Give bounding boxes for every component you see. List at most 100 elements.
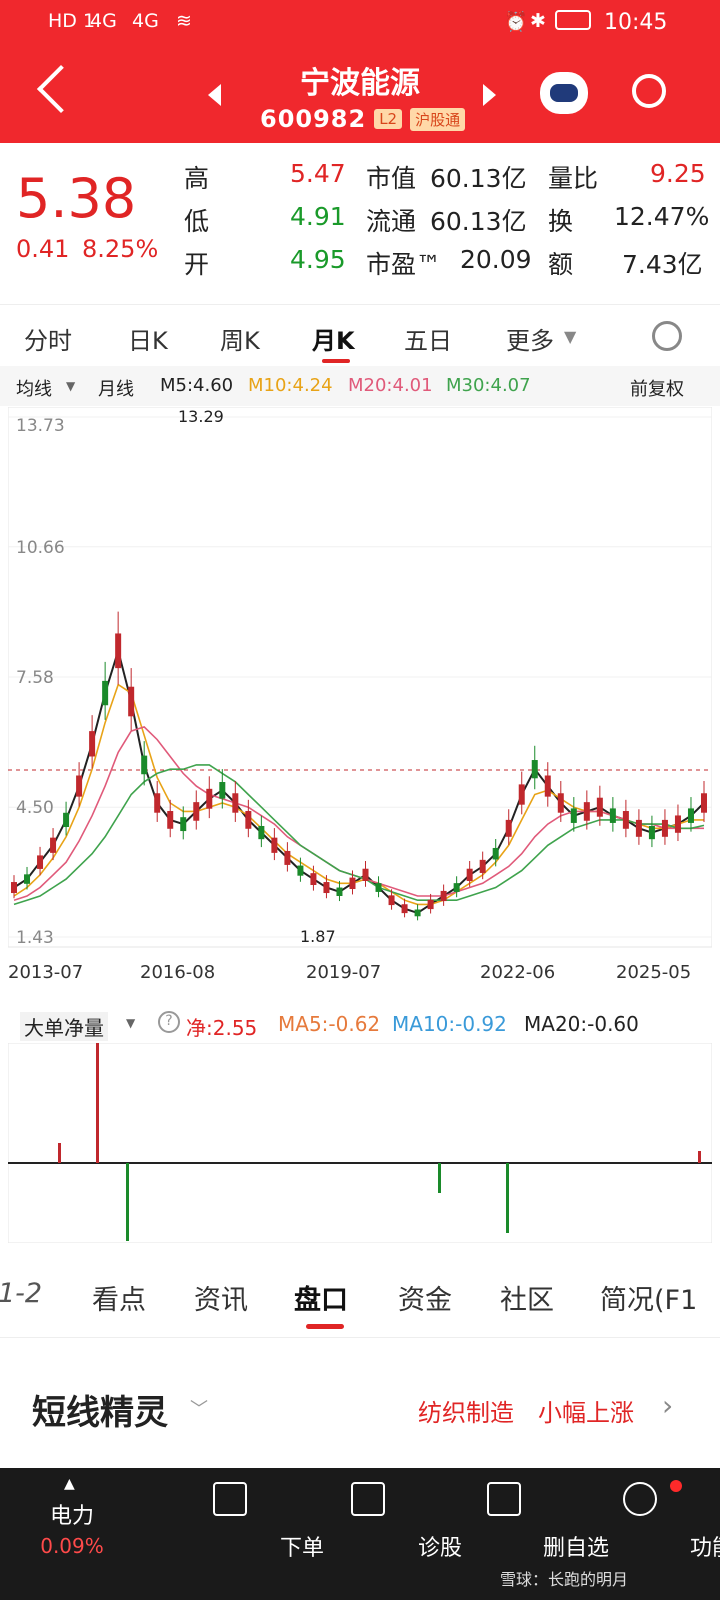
- tab-daily[interactable]: 日K: [128, 327, 168, 355]
- hd1-indicator: HD 1: [48, 10, 96, 32]
- candle: [401, 904, 408, 914]
- price-change-pct: 8.25%: [82, 235, 159, 263]
- net-flow-chart[interactable]: [8, 1043, 712, 1243]
- tab-weekly[interactable]: 周K: [220, 327, 260, 355]
- candle: [167, 811, 174, 829]
- functions-button[interactable]: 功能: [568, 1468, 720, 1600]
- flow-ma10: MA10:-0.92: [392, 1012, 507, 1036]
- settings-icon[interactable]: [652, 321, 682, 351]
- network-2: 4G: [132, 10, 159, 32]
- candle: [492, 847, 499, 860]
- flow-bar: [126, 1163, 129, 1241]
- tab-five-day[interactable]: 五日: [404, 327, 452, 355]
- candle: [258, 825, 265, 840]
- next-stock-icon[interactable]: [483, 84, 496, 106]
- bluetooth-icon: ✱: [530, 10, 546, 32]
- float-label: 流通: [366, 207, 417, 236]
- flow-bar: [438, 1163, 441, 1193]
- candle: [609, 808, 616, 823]
- candle: [232, 793, 239, 813]
- robot-assistant-icon[interactable]: [540, 72, 588, 114]
- period-tabs: 分时 日K 周K 月K 五日 更多 ▼: [0, 304, 720, 366]
- y-tick-label: 1.43: [16, 928, 54, 948]
- tab-monthly[interactable]: 月K: [312, 327, 355, 355]
- order-button[interactable]: 下单: [158, 1468, 324, 1600]
- ma20-legend: M20:4.01: [348, 375, 433, 396]
- amount-value: 7.43亿: [622, 250, 703, 279]
- tab-news[interactable]: 资讯: [194, 1285, 248, 1316]
- ma-line-m30: [13, 764, 705, 906]
- max-annotation: 13.29: [178, 407, 224, 426]
- prev-stock-icon[interactable]: [208, 84, 221, 106]
- candle: [323, 882, 330, 894]
- tab-funds[interactable]: 资金: [398, 1285, 452, 1316]
- candle: [388, 895, 395, 906]
- tab-order-book[interactable]: 盘口: [294, 1285, 348, 1316]
- y-tick-label: 13.73: [16, 416, 65, 436]
- notification-dot: [670, 1480, 682, 1492]
- ma-mode-select[interactable]: 均线: [16, 379, 52, 400]
- remove-icon: [487, 1482, 521, 1516]
- app-header: HD 1 4G 4G ≋ ⏰ ✱ 10:45 宁波能源 600982 L2 沪股…: [0, 0, 720, 143]
- candle: [24, 874, 31, 884]
- candle: [531, 760, 538, 779]
- remove-label: 删自选: [542, 1536, 609, 1561]
- sector-item[interactable]: ▲ 电力 0.09%: [0, 1468, 144, 1600]
- adjust-mode[interactable]: 前复权: [630, 379, 684, 400]
- x-tick: 2019-07: [306, 962, 382, 983]
- candle: [115, 633, 122, 669]
- flow-ma5: MA5:-0.62: [278, 1012, 381, 1036]
- tab-profile[interactable]: 简况(F1: [600, 1285, 698, 1316]
- flow-mode-select[interactable]: 大单净量: [20, 1012, 108, 1041]
- flow-bar: [698, 1151, 701, 1163]
- candle: [544, 775, 551, 797]
- candle: [375, 883, 382, 892]
- candle: [193, 802, 200, 821]
- candle: [518, 784, 525, 805]
- battery-icon: [555, 10, 591, 30]
- candle: [505, 819, 512, 837]
- x-tick: 2025-05: [616, 962, 692, 983]
- remove-watchlist-button[interactable]: 删自选: [432, 1468, 609, 1600]
- help-icon[interactable]: ?: [158, 1011, 180, 1033]
- amount-label: 额: [548, 250, 574, 279]
- mktcap-label: 市值: [366, 164, 417, 193]
- tab-intraday[interactable]: 分时: [24, 327, 72, 355]
- candle: [102, 680, 109, 706]
- candle: [50, 837, 57, 853]
- candle: [557, 793, 564, 813]
- bottom-nav: ▲ 电力 0.09% 下单 诊股 删自选 功能 雪球：长跑的明月: [0, 1468, 720, 1600]
- candle: [661, 819, 668, 837]
- order-label: 下单: [279, 1536, 324, 1561]
- tab-more[interactable]: 更多: [506, 327, 554, 355]
- y-tick-label: 7.58: [16, 668, 54, 688]
- tab-community[interactable]: 社区: [500, 1285, 554, 1316]
- tab-highlights[interactable]: 看点: [92, 1285, 146, 1316]
- short-term-sprite[interactable]: 短线精灵 ﹀ 纺织制造 小幅上涨 ›: [0, 1375, 720, 1445]
- price-change: 0.41: [16, 235, 70, 263]
- search-icon[interactable]: [632, 74, 666, 108]
- candle: [414, 909, 421, 917]
- candle: [271, 837, 278, 853]
- flow-frame: [8, 1043, 712, 1243]
- candle: [154, 793, 161, 813]
- x-tick: 2013-07: [8, 962, 84, 983]
- candle: [635, 819, 642, 837]
- diagnose-button[interactable]: 诊股: [296, 1468, 462, 1600]
- open-value: 4.95: [290, 245, 346, 274]
- sector-change: 0.09%: [40, 1534, 104, 1558]
- ma30-legend: M30:4.07: [446, 375, 531, 396]
- x-tick: 2016-08: [140, 962, 216, 983]
- candle: [245, 811, 252, 829]
- sprite-title: 短线精灵: [32, 1393, 168, 1433]
- candle: [596, 797, 603, 817]
- flow-bar: [96, 1043, 99, 1163]
- candle: [63, 812, 70, 827]
- ma10-legend: M10:4.24: [248, 375, 333, 396]
- info-tabs: 1-2 看点 资讯 盘口 资金 社区 简况(F1: [0, 1258, 720, 1338]
- order-icon: [213, 1482, 247, 1516]
- net-value: 净:2.55: [186, 1016, 258, 1040]
- kline-chart[interactable]: 13.73 10.66 7.58 4.50 1.43 13.29 1.87: [8, 407, 712, 967]
- last-price: 5.38: [16, 167, 137, 230]
- active-tab-indicator: [322, 359, 350, 363]
